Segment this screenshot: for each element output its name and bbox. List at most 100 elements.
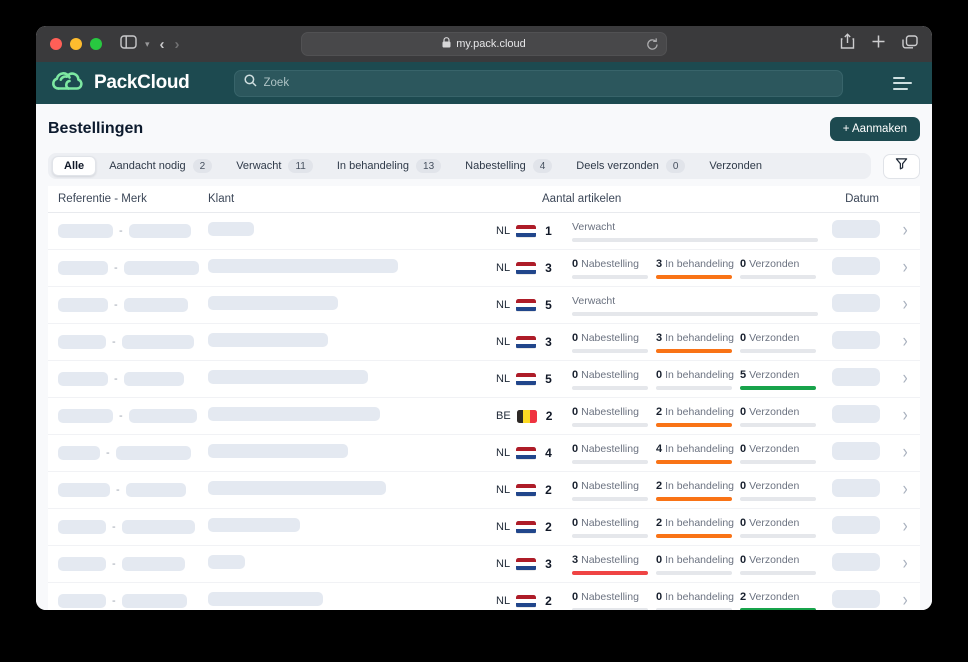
skeleton-datum <box>832 293 880 312</box>
cell-klant <box>208 443 496 463</box>
status-bar <box>656 496 732 501</box>
table-row[interactable]: - BE 2 0 Nabestelling 2 In behandeling 0 Verzond… <box>48 398 920 435</box>
status-bar <box>572 274 648 279</box>
table-row[interactable]: - NL 3 0 Nabestelling 3 In behandeling 0 Verzond… <box>48 324 920 361</box>
reload-icon[interactable] <box>646 37 659 54</box>
skeleton-merk <box>121 335 194 349</box>
table-row[interactable]: - NL 2 0 Nabestelling 2 In behandeling 0 Verzond… <box>48 472 920 509</box>
tab-alle[interactable]: Alle <box>52 156 97 176</box>
minimize-window-button[interactable] <box>70 38 82 50</box>
nl-flag-icon <box>516 224 537 238</box>
chevron-right-icon[interactable]: › <box>902 405 908 426</box>
chevron-right-icon[interactable]: › <box>902 479 908 500</box>
back-icon[interactable]: ‹ <box>159 35 165 53</box>
tab-label: Alle <box>64 160 85 172</box>
filter-button[interactable] <box>883 153 920 179</box>
status-label: 0 In behandeling <box>656 368 735 381</box>
status-filter-tabs: Alle Aandacht nodig 2 Verwacht 11 In behandel… <box>48 153 871 179</box>
reference-separator: - <box>112 521 116 533</box>
status-segment-nabestelling: 3 Nabestelling <box>572 554 648 575</box>
close-window-button[interactable] <box>50 38 62 50</box>
window-controls[interactable] <box>50 38 102 50</box>
chevron-right-icon[interactable]: › <box>902 553 908 574</box>
column-referentie-merk: Referentie - Merk <box>58 193 147 205</box>
skeleton-merk <box>128 409 197 423</box>
nl-flag-icon <box>516 372 537 386</box>
tab-in-behandeling[interactable]: In behandeling 13 <box>326 155 452 177</box>
new-tab-icon[interactable] <box>872 35 885 53</box>
skeleton-klant <box>208 369 368 384</box>
tab-deels-verzonden[interactable]: Deels verzonden 0 <box>565 155 696 177</box>
tabs-overview-icon[interactable] <box>902 34 918 54</box>
status-label: 0 Verzonden <box>740 331 800 344</box>
brand-logo[interactable]: PackCloud <box>50 68 190 99</box>
chevron-right-icon[interactable]: › <box>902 590 908 610</box>
tab-aandacht-nodig[interactable]: Aandacht nodig 2 <box>98 155 223 177</box>
cell-aantal: NL 4 <box>496 446 572 460</box>
status-segment-nabestelling: 0 Nabestelling <box>572 406 648 427</box>
sidebar-icon[interactable] <box>120 34 137 54</box>
create-button[interactable]: + Aanmaken <box>829 117 920 141</box>
status-label: 0 Nabestelling <box>572 368 639 381</box>
table-row[interactable]: - NL 1 Verwacht › <box>48 213 920 250</box>
skeleton-referentie <box>58 594 106 608</box>
table-row[interactable]: - NL 2 0 Nabestelling 2 In behandeling 0 Verzond… <box>48 509 920 546</box>
table-row[interactable]: - NL 3 0 Nabestelling 3 In behandeling 0 Verzond… <box>48 250 920 287</box>
table-row[interactable]: - NL 3 3 Nabestelling 0 In behandeling 0 Verzond… <box>48 546 920 583</box>
reference-separator: - <box>116 484 120 496</box>
forward-icon[interactable]: › <box>174 35 180 53</box>
skeleton-referentie <box>58 409 113 423</box>
cell-referentie-merk: - <box>58 483 208 497</box>
address-bar[interactable]: my.pack.cloud <box>301 32 667 56</box>
chevron-right-icon[interactable]: › <box>902 442 908 463</box>
country-code: NL <box>496 447 511 459</box>
cell-chevron: › <box>892 406 908 426</box>
status-label: 0 Nabestelling <box>572 257 639 270</box>
chevron-right-icon[interactable]: › <box>902 368 908 389</box>
tab-count-badge: 0 <box>665 159 686 173</box>
cell-klant <box>208 480 496 500</box>
chevron-down-icon[interactable]: ▾ <box>145 38 150 49</box>
table-row[interactable]: - NL 2 0 Nabestelling 0 In behandeling 2 Verzond… <box>48 583 920 610</box>
chevron-right-icon[interactable]: › <box>902 331 908 352</box>
cell-klant <box>208 591 496 611</box>
status-segment-in-behandeling: 2 In behandeling <box>656 406 734 427</box>
global-search[interactable] <box>233 69 843 97</box>
tab-verwacht[interactable]: Verwacht 11 <box>225 155 324 177</box>
cell-klant <box>208 258 496 278</box>
skeleton-merk <box>121 594 187 608</box>
skeleton-klant <box>208 517 300 532</box>
tab-count-badge: 2 <box>192 159 213 173</box>
chevron-right-icon[interactable]: › <box>902 516 908 537</box>
menu-icon[interactable] <box>893 76 912 90</box>
status-label: 2 Verzonden <box>740 590 800 603</box>
skeleton-referentie <box>58 372 108 386</box>
orders-table: Referentie - Merk Klant Aantal artikelen… <box>48 186 920 610</box>
tab-nabestelling[interactable]: Nabestelling 4 <box>454 155 563 177</box>
cell-chevron: › <box>892 221 908 241</box>
table-row[interactable]: - NL 5 0 Nabestelling 0 In behandeling 5 Verzond… <box>48 361 920 398</box>
reference-separator: - <box>119 410 123 422</box>
skeleton-merk <box>125 483 186 497</box>
page-content: Bestellingen + Aanmaken Alle Aandacht nod… <box>36 104 932 610</box>
share-icon[interactable] <box>840 33 855 55</box>
cell-datum <box>832 478 880 502</box>
cell-aantal: NL 2 <box>496 594 572 608</box>
search-input[interactable] <box>263 77 833 89</box>
chevron-right-icon[interactable]: › <box>902 257 908 278</box>
cell-aantal: NL 2 <box>496 520 572 534</box>
country-code: NL <box>496 558 511 570</box>
table-row[interactable]: - NL 5 Verwacht › <box>48 287 920 324</box>
status-label: Verwacht <box>572 220 616 233</box>
status-label: 0 Verzonden <box>740 257 800 270</box>
table-row[interactable]: - NL 4 0 Nabestelling 4 In behandeling 0 Verzond… <box>48 435 920 472</box>
chevron-right-icon[interactable]: › <box>902 294 908 315</box>
status-bar <box>572 459 648 464</box>
zoom-window-button[interactable] <box>90 38 102 50</box>
chevron-right-icon[interactable]: › <box>902 220 908 241</box>
status-bar <box>740 422 816 427</box>
tab-verzonden[interactable]: Verzonden <box>698 156 773 176</box>
cell-chevron: › <box>892 517 908 537</box>
status-segment-verzonden: 0 Verzonden <box>740 443 816 464</box>
skeleton-datum <box>832 552 880 571</box>
